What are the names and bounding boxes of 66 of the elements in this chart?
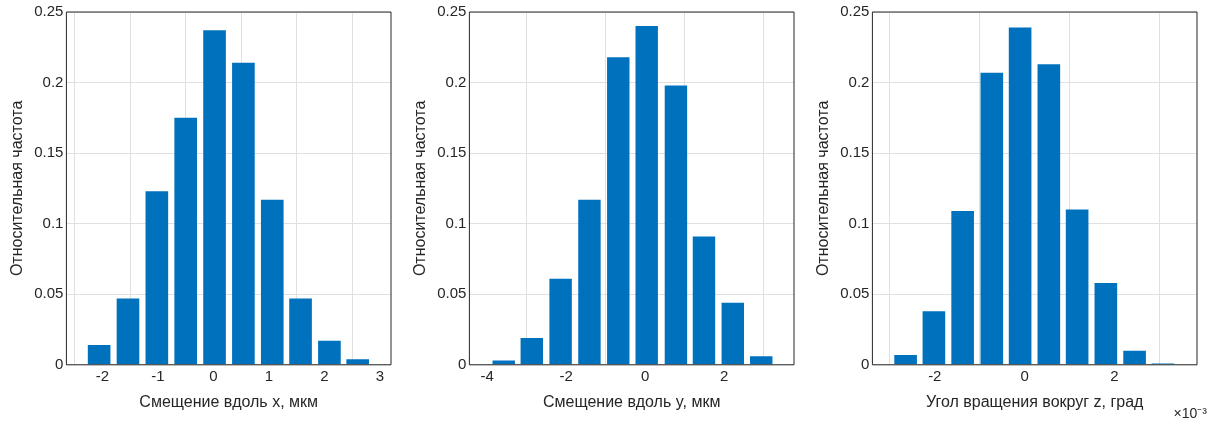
x-tick-label: 2 [719,366,729,384]
bar [951,210,974,365]
bar [520,337,543,365]
x-tick-label: 2 [1110,366,1119,384]
bar [318,340,341,365]
x-tick-label: 2 [320,366,329,384]
x-tick-label: -2 [95,366,110,384]
bar [664,85,688,365]
bar [87,345,111,365]
x-axis-title: Смещение вдоль x, мкм [139,392,319,410]
bar [116,298,140,365]
y-axis-title: Относительная частота [411,100,429,277]
x-tick-label: -2 [559,366,573,384]
y-tick-label: 0.1 [848,213,870,231]
bar [289,298,312,365]
y-tick-label: 0.15 [437,143,467,161]
bar [1123,350,1146,365]
bar [232,62,255,365]
bar [980,72,1004,365]
y-tick-label: 0.25 [34,2,64,20]
bar [1065,209,1089,365]
x-axis-title: Смещение вдоль y, мкм [542,392,721,410]
y-tick-label: 0.05 [437,284,467,302]
y-tick-label: 0.25 [840,2,870,20]
x-tick-label: -2 [928,366,942,384]
y-tick-label: 0 [458,354,467,372]
bar [1094,282,1118,365]
bar [607,57,630,365]
bar [1037,64,1061,365]
bar [894,354,917,365]
y-tick-label: 0.2 [42,72,64,90]
x-tick-label: 1 [264,366,274,384]
bar [260,199,284,365]
x-tick-label: 0 [640,366,650,384]
bar [145,191,169,365]
bar [1008,27,1032,365]
y-tick-label: 0.15 [840,143,870,161]
x-tick-label: -1 [151,366,165,384]
y-axis-title: Относительная частота [814,100,832,277]
y-axis-title: Относительная частота [8,100,26,277]
bar [721,302,745,365]
y-tick-label: 0.2 [848,72,870,90]
bar [346,359,370,365]
x-tick-label: 0 [209,366,218,384]
y-tick-label: 0.1 [42,213,64,231]
x-tick-label: 3 [375,366,385,384]
y-tick-label: 0.1 [445,213,467,231]
y-tick-label: 0 [861,354,870,372]
bar [922,311,946,365]
bar [692,236,716,365]
x-axis-title: Угол вращения вокруг z, град [925,392,1145,410]
y-tick-label: 0.05 [840,284,870,302]
bar [635,26,658,365]
y-tick-label: 0.2 [445,72,467,90]
bar [578,199,601,365]
bar [549,278,572,365]
x-tick-label: 0 [1020,366,1029,384]
x-tick-label: -4 [480,366,494,384]
y-tick-label: 0.05 [34,284,64,302]
text: ×10⁻³ [1173,404,1208,421]
bar [750,356,773,365]
bar [203,30,226,365]
bar [174,117,198,365]
y-tick-label: 0.25 [437,2,467,20]
y-tick-label: 0.15 [34,143,64,161]
y-tick-label: 0 [55,354,64,372]
